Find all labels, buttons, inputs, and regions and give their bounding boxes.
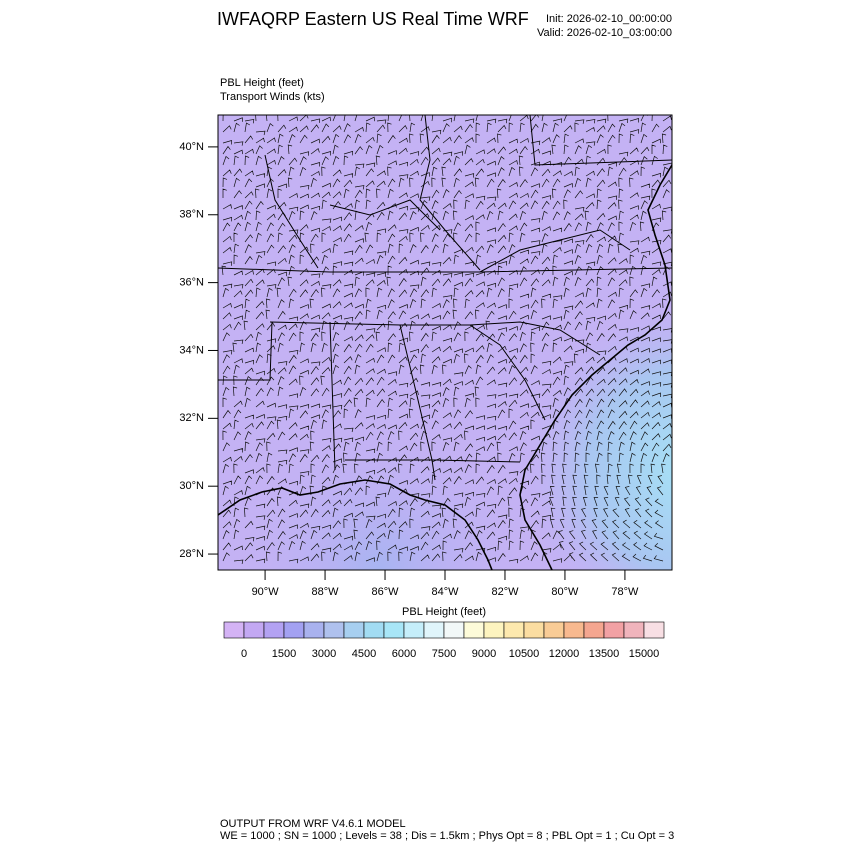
lon-tick-label: 82°W — [491, 586, 519, 598]
lon-tick-label: 90°W — [252, 586, 280, 598]
colorbar-box — [623, 621, 645, 639]
colorbar: 0 1500 3000 4500 6000 7500 9000 10500 12000 13500… — [223, 621, 665, 660]
colorbar-label: 6000 — [392, 648, 416, 660]
lat-tick-label: 28°N — [179, 548, 204, 560]
lon-tick-label: 78°W — [611, 586, 639, 598]
colorbar-box — [643, 621, 665, 639]
colorbar-box — [263, 621, 285, 639]
lat-tick-label: 34°N — [179, 344, 204, 356]
colorbar-label: 15000 — [629, 648, 660, 660]
colorbar-box — [523, 621, 545, 639]
lat-tick-label: 40°N — [179, 141, 204, 153]
colorbar-box — [243, 621, 265, 639]
colorbar-box — [463, 621, 485, 639]
lat-tick-label: 36°N — [179, 277, 204, 289]
colorbar-label: 12000 — [549, 648, 580, 660]
colorbar-box — [603, 621, 625, 639]
colorbar-box — [363, 621, 385, 639]
colorbar-label: 0 — [241, 648, 247, 660]
colorbar-label: 9000 — [472, 648, 496, 660]
colorbar-box — [503, 621, 525, 639]
barb-field — [221, 115, 672, 564]
colorbar-label: 13500 — [589, 648, 620, 660]
field-label: PBL Height (feet) — [220, 77, 304, 89]
title: IWFAQRP Eastern US Real Time WRF — [217, 9, 529, 29]
colorbar-box — [283, 621, 305, 639]
colorbar-box — [303, 621, 325, 639]
lon-tick-label: 84°W — [431, 586, 459, 598]
colorbar-box — [223, 621, 245, 639]
atlantic-field — [218, 115, 672, 570]
coastline — [218, 164, 672, 570]
lon-tick-label: 88°W — [312, 586, 340, 598]
colorbar-box — [583, 621, 605, 639]
lat-tick-label: 38°N — [179, 209, 204, 221]
colorbar-box — [543, 621, 565, 639]
colorbar-label: 10500 — [509, 648, 540, 660]
colorbar-title: PBL Height (feet) — [402, 606, 486, 618]
wind-barbs — [221, 115, 672, 564]
map-area — [218, 115, 672, 570]
colorbar-box — [383, 621, 405, 639]
colorbar-box — [423, 621, 445, 639]
colorbar-box — [483, 621, 505, 639]
init-time: Init: 2026-02-10_00:00:00 — [546, 13, 672, 25]
lon-tick-label: 80°W — [551, 586, 579, 598]
field-label: Transport Winds (kts) — [220, 91, 325, 103]
colorbar-label: 3000 — [312, 648, 336, 660]
axes: 28°N 30°N 32°N 34°N 36°N 38°N 40°N 90°W 88°W 86°W… — [179, 141, 639, 598]
colorbar-box — [443, 621, 465, 639]
lat-tick-label: 30°N — [179, 480, 204, 492]
colorbar-box — [343, 621, 365, 639]
colorbar-box — [563, 621, 585, 639]
footer-line: WE = 1000 ; SN = 1000 ; Levels = 38 ; Di… — [220, 830, 674, 842]
footer-line: OUTPUT FROM WRF V4.6.1 MODEL — [220, 818, 406, 830]
state-borders — [218, 115, 672, 481]
colorbar-box — [323, 621, 345, 639]
valid-time: Valid: 2026-02-10_03:00:00 — [537, 27, 672, 39]
colorbar-box — [403, 621, 425, 639]
colorbar-label: 4500 — [352, 648, 376, 660]
colorbar-label: 7500 — [432, 648, 456, 660]
lat-tick-label: 32°N — [179, 412, 204, 424]
colorbar-label: 1500 — [272, 648, 296, 660]
lon-tick-label: 86°W — [372, 586, 400, 598]
